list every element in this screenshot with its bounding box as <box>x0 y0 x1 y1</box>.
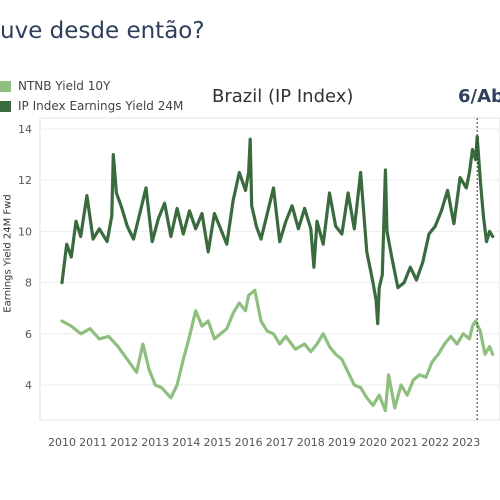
x-tick-label-2012: 2012 <box>110 436 138 449</box>
x-tick-label-2018: 2018 <box>297 436 325 449</box>
x-tick-label-2021: 2021 <box>390 436 418 449</box>
y-tick-label-14: 14 <box>18 123 32 136</box>
y-tick-label-12: 12 <box>18 174 32 187</box>
x-tick-label-2016: 2016 <box>235 436 263 449</box>
y-tick-label-10: 10 <box>18 225 32 238</box>
chart-title: Brazil (IP Index) <box>212 86 354 107</box>
legend-item-ip-index: IP Index Earnings Yield 24M <box>0 96 183 116</box>
legend-swatch-ntnb <box>0 80 11 92</box>
legend-label-ip-index: IP Index Earnings Yield 24M <box>18 99 184 113</box>
x-tick-label-2011: 2011 <box>79 436 107 449</box>
x-tick-label-2017: 2017 <box>266 436 294 449</box>
date-annotation: 6/Ab <box>458 86 500 107</box>
legend-label-ntnb: NTNB Yield 10Y <box>18 79 111 93</box>
legend-swatch-ip-index <box>0 100 11 112</box>
y-tick-label-4: 4 <box>25 379 32 392</box>
page-headline: uve desde então? <box>0 18 205 44</box>
y-tick-label-8: 8 <box>25 277 32 290</box>
chart-legend: NTNB Yield 10Y IP Index Earnings Yield 2… <box>0 76 183 116</box>
x-tick-label-2014: 2014 <box>172 436 200 449</box>
x-tick-label-2019: 2019 <box>328 436 356 449</box>
x-tick-label-2023: 2023 <box>452 436 480 449</box>
series-line-ntnb-yield <box>60 288 495 413</box>
y-tick-label-6: 6 <box>25 328 32 341</box>
x-tick-label-2015: 2015 <box>204 436 232 449</box>
x-tick-label-2020: 2020 <box>359 436 387 449</box>
legend-item-ntnb: NTNB Yield 10Y <box>0 76 183 96</box>
x-tick-label-2013: 2013 <box>141 436 169 449</box>
x-tick-label-2022: 2022 <box>421 436 449 449</box>
x-tick-label-2010: 2010 <box>48 436 76 449</box>
plot-frame <box>39 117 500 421</box>
series-line-ip-index-earnings-yield <box>60 135 495 326</box>
